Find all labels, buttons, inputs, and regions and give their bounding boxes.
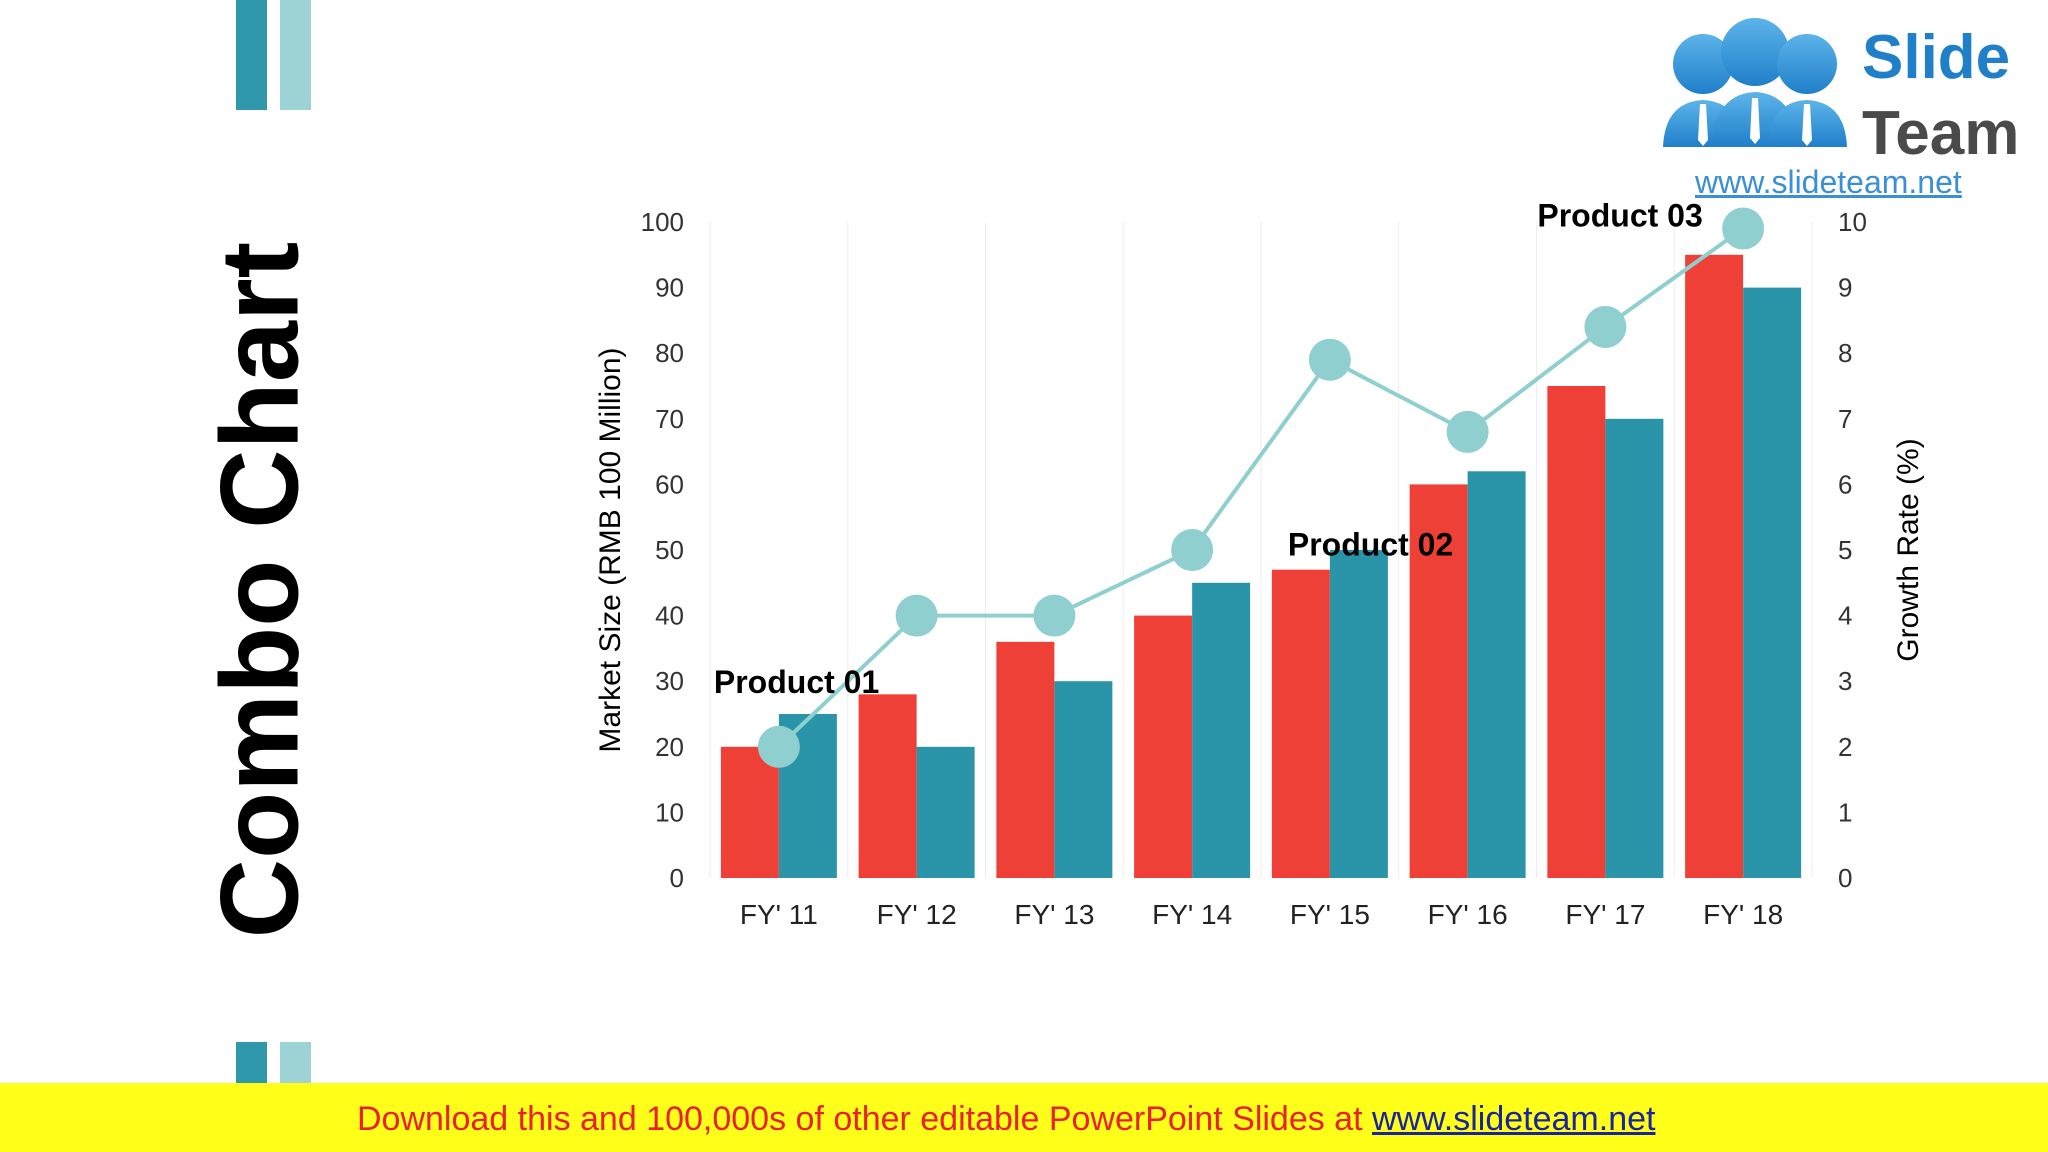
bar-series2-3: [1192, 582, 1251, 878]
bar-series1-4: [1271, 569, 1330, 878]
x-tick-label-0: FY' 11: [740, 899, 818, 930]
annotation-3: Product 03: [1537, 198, 1702, 234]
bar-series2-6: [1605, 418, 1664, 878]
annotation-1: Product 01: [714, 664, 879, 700]
bar-series2-1: [916, 746, 975, 878]
deco-bar-top-dark: [236, 0, 267, 110]
bar-series1-7: [1685, 254, 1744, 879]
y-tick-label-20: 20: [655, 732, 684, 762]
download-banner-link[interactable]: www.slideteam.net: [1372, 1100, 1656, 1138]
y-tick-label-80: 80: [655, 338, 684, 368]
bar-series2-7: [1743, 287, 1802, 879]
y-tick-label-100: 100: [641, 207, 684, 237]
x-tick-label-3: FY' 14: [1152, 899, 1232, 930]
y-tick-label-50: 50: [655, 535, 684, 565]
y2-tick-label-3: 3: [1838, 666, 1852, 696]
y2-tick-label-7: 7: [1838, 404, 1852, 434]
bar-series2-4: [1329, 550, 1388, 878]
y2-tick-label-6: 6: [1838, 469, 1852, 499]
y2-axis-title: Growth Rate (%): [1892, 438, 1925, 661]
y-tick-label-0: 0: [670, 863, 684, 893]
growth-rate-point-5: [1446, 410, 1489, 453]
deco-bar-top-light: [280, 0, 311, 110]
y2-tick-label-1: 1: [1838, 797, 1852, 827]
growth-rate-point-1: [895, 594, 938, 637]
download-banner: Download this and 100,000s of other edit…: [0, 1083, 2048, 1152]
y2-tick-label-4: 4: [1838, 601, 1852, 631]
x-tick-label-2: FY' 13: [1014, 899, 1094, 930]
y-tick-label-30: 30: [655, 666, 684, 696]
bar-series2-2: [1054, 681, 1113, 878]
growth-rate-point-0: [757, 725, 800, 768]
growth-rate-point-3: [1171, 529, 1214, 571]
bar-series1-5: [1409, 484, 1468, 878]
growth-rate-point-7: [1722, 207, 1765, 250]
bar-series1-3: [1134, 615, 1193, 878]
annotation-2: Product 02: [1288, 527, 1453, 563]
x-tick-label-7: FY' 18: [1703, 899, 1783, 930]
y-tick-label-70: 70: [655, 404, 684, 434]
slideteam-logo: Slide Team www.slideteam.net: [1640, 0, 2036, 200]
bar-series2-5: [1467, 471, 1526, 878]
y-tick-label-40: 40: [655, 601, 684, 631]
deco-bar-bottom-dark: [236, 1042, 267, 1083]
x-tick-label-6: FY' 17: [1565, 899, 1645, 930]
y-axis-title: Market Size (RMB 100 Million): [594, 347, 627, 752]
y2-tick-label-10: 10: [1838, 207, 1867, 237]
growth-rate-line: [777, 226, 1745, 749]
download-banner-message: Download this and 100,000s of other edit…: [357, 1100, 1372, 1138]
x-tick-label-5: FY' 16: [1428, 899, 1508, 930]
growth-rate-point-6: [1584, 305, 1627, 348]
bar-series1-0: [720, 746, 779, 878]
x-tick-label-1: FY' 12: [877, 899, 957, 930]
y2-tick-label-0: 0: [1838, 863, 1852, 893]
growth-rate-point-4: [1308, 338, 1351, 381]
y2-tick-label-2: 2: [1838, 732, 1852, 762]
logo-word-slide: Slide: [1862, 23, 2011, 92]
logo-url-link[interactable]: www.slideteam.net: [1695, 164, 1962, 200]
y2-tick-label-8: 8: [1838, 338, 1852, 368]
y-tick-label-10: 10: [655, 797, 684, 827]
bar-series1-6: [1547, 386, 1606, 878]
deco-bar-bottom-light: [280, 1042, 311, 1083]
people-logo-icon: [1663, 18, 1847, 147]
y2-tick-label-9: 9: [1838, 273, 1852, 303]
bar-series1-2: [996, 641, 1055, 878]
y2-tick-label-5: 5: [1838, 535, 1852, 565]
bar-series1-1: [858, 694, 917, 878]
download-banner-text: Download this and 100,000s of other edit…: [357, 1100, 1655, 1139]
growth-rate-point-2: [1033, 594, 1076, 637]
x-tick-label-4: FY' 15: [1290, 899, 1370, 930]
y-tick-label-90: 90: [655, 273, 684, 303]
y-tick-label-60: 60: [655, 469, 684, 499]
logo-word-team: Team: [1862, 99, 2020, 168]
